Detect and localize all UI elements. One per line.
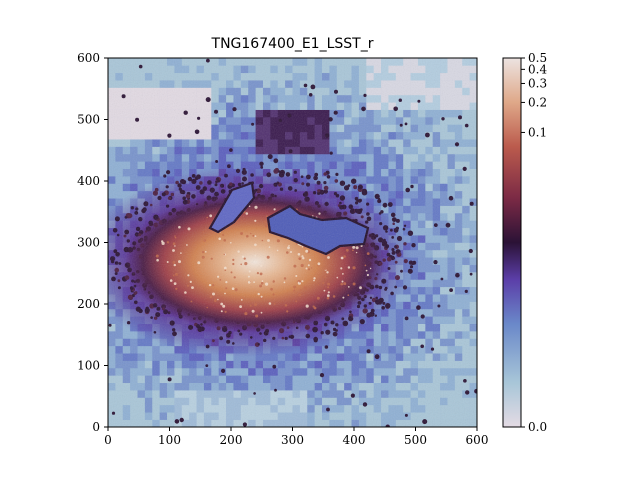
y-tick-label: 200 — [77, 297, 100, 311]
colorbar — [502, 57, 522, 428]
colorbar-tick-label: 0.3 — [528, 76, 547, 90]
x-tick-label: 600 — [466, 433, 489, 447]
y-tick-label: 300 — [77, 236, 100, 250]
colorbar-tick-label: 0.4 — [528, 62, 547, 76]
colorbar-tick-label: 0.5 — [528, 51, 547, 65]
y-axis: 0 100 200 300 400 500 600 — [77, 51, 108, 434]
y-tick-label: 0 — [92, 420, 100, 434]
chart-title: TNG167400_E1_LSST_r — [211, 36, 374, 52]
heatmap-image — [108, 58, 477, 427]
y-tick-label: 600 — [77, 51, 100, 65]
colorbar-tick-label: 0.1 — [528, 125, 547, 139]
y-tick-label: 100 — [77, 359, 100, 373]
x-axis: 0 100 200 300 400 500 600 — [104, 427, 488, 447]
x-tick-label: 400 — [343, 433, 366, 447]
y-tick-label: 400 — [77, 174, 100, 188]
x-tick-label: 500 — [404, 433, 427, 447]
x-tick-label: 100 — [158, 433, 181, 447]
y-tick-label: 500 — [77, 113, 100, 127]
colorbar-tick-label: 0.0 — [528, 420, 547, 434]
x-tick-label: 0 — [104, 433, 112, 447]
x-tick-label: 200 — [220, 433, 243, 447]
colorbar-ticks: 0.0 0.1 0.2 0.30.40.5 — [521, 51, 547, 434]
colorbar-tick-label: 0.2 — [528, 95, 547, 109]
x-tick-label: 300 — [281, 433, 304, 447]
